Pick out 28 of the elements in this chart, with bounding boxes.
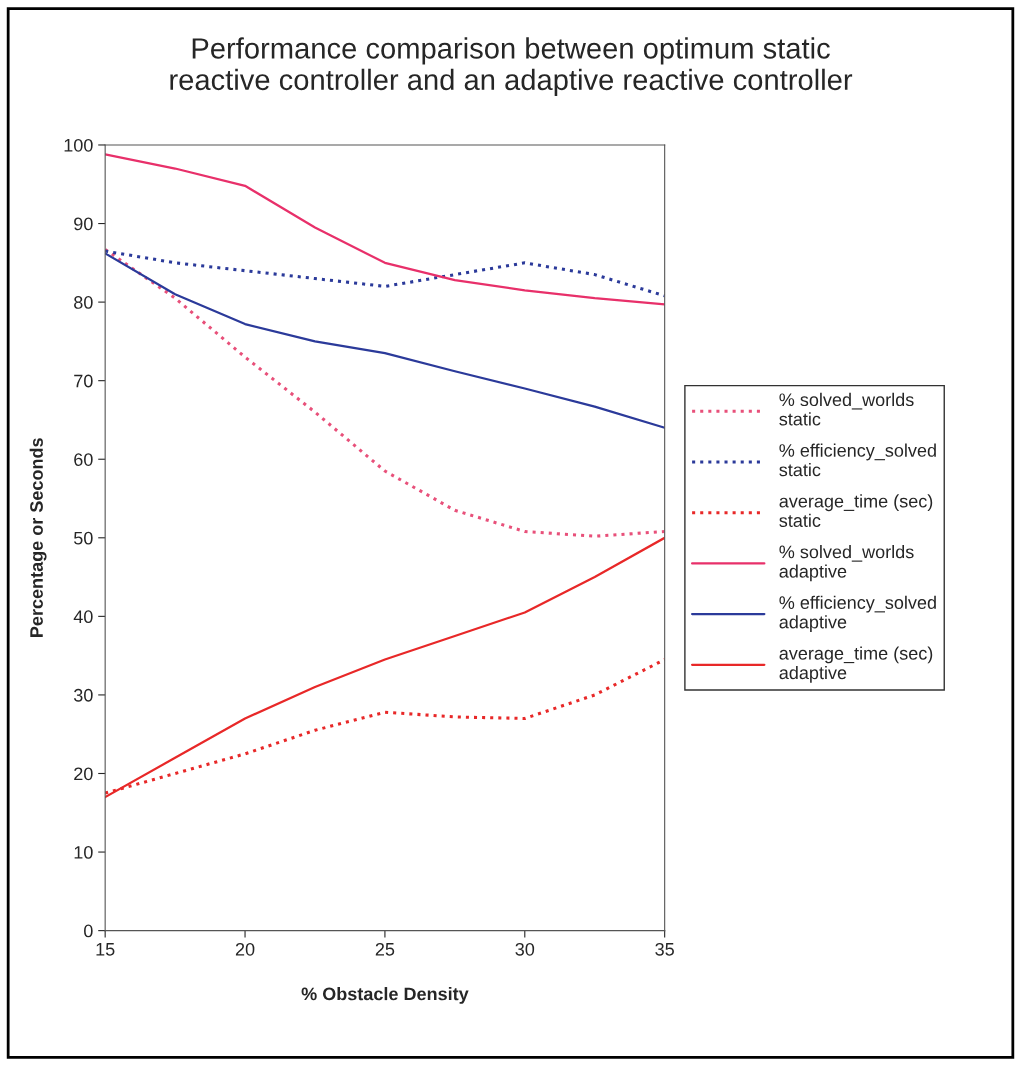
y-tick-label: 100 (64, 138, 93, 152)
line-series (105, 247, 665, 538)
y-tick-label: 70 (74, 374, 93, 388)
line-series (105, 536, 665, 799)
x-tick-label: 30 (515, 942, 535, 956)
legend-label: % solved_worlds adaptive (779, 545, 914, 582)
y-tick-label: 30 (73, 688, 93, 702)
y-tick-label: 60 (74, 453, 93, 466)
y-tick-label: 80 (74, 296, 93, 309)
y-tick-label: 10 (74, 845, 93, 859)
y-tick-label: 0 (84, 924, 93, 938)
y-tick-label: 20 (74, 767, 93, 781)
legend-label: % efficiency_solved static (779, 443, 936, 477)
x-tick-label: 20 (235, 942, 255, 956)
legend-label: average_time (sec) adaptive (779, 646, 933, 683)
legend-label: % efficiency_solved adaptive (779, 595, 936, 633)
legend-label: % solved_worlds static (779, 392, 914, 426)
x-tick-label: 35 (655, 942, 674, 956)
y-tick-label: 90 (74, 217, 93, 231)
y-axis-title: Percentage or Seconds (29, 438, 47, 637)
x-tick-label: 25 (375, 942, 395, 956)
y-tick-label: 50 (74, 531, 93, 545)
x-tick-label: 15 (96, 943, 115, 956)
y-tick-label: 40 (73, 610, 93, 624)
x-axis-title: % Obstacle Density (301, 987, 469, 1004)
legend-label: average_time (sec) static (779, 494, 933, 528)
line-series (105, 153, 665, 306)
chart-title: Performance comparison between optimum static reactive controller and an adaptive reactive controller (170, 37, 853, 96)
